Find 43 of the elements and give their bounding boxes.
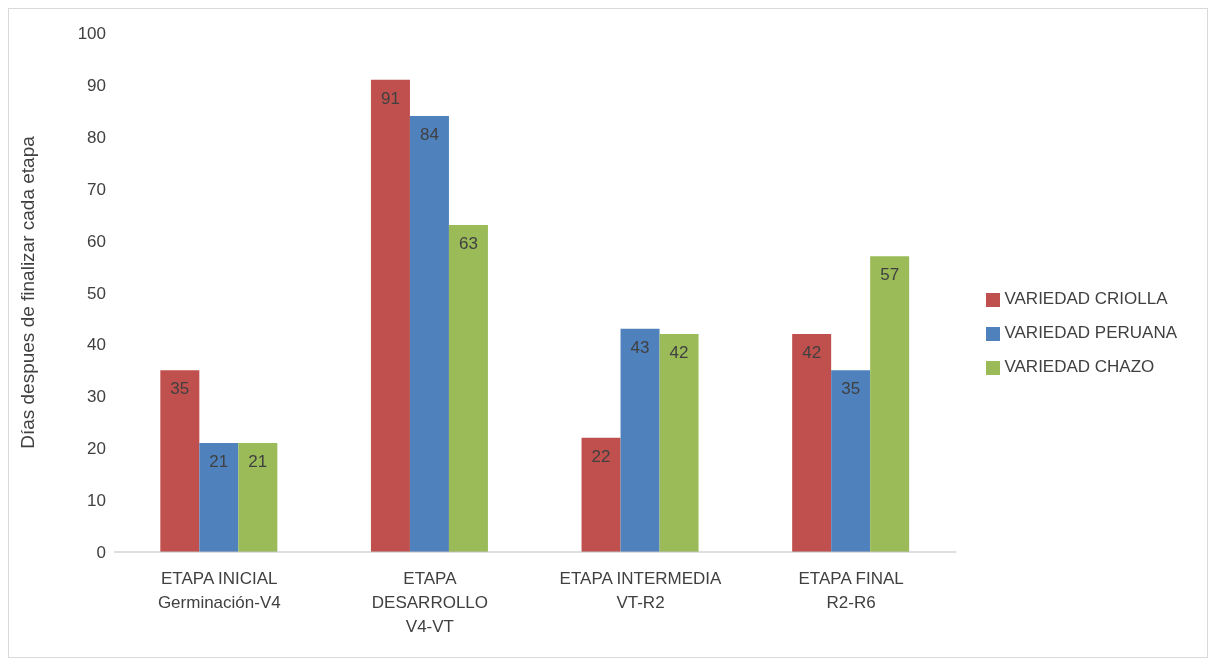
legend-label: VARIEDAD CHAZO [1004,357,1155,376]
data-label: 43 [630,337,650,357]
data-label: 22 [591,446,611,466]
y-tick-label: 0 [96,543,106,563]
y-axis-title: Días despues de finalizar cada etapa [16,135,38,449]
x-tick-label: ETAPA INTERMEDIA VT-R2 [559,569,723,612]
data-label: 91 [380,88,400,108]
y-tick-label: 100 [77,24,106,44]
bar [448,225,488,552]
bar [370,79,410,552]
y-tick-label: 70 [87,179,106,199]
y-tick-label: 30 [87,387,106,407]
y-tick-label: 40 [87,335,106,355]
y-tick-label: 90 [87,75,106,95]
data-label: 63 [458,234,478,254]
bar [199,443,239,552]
bar [620,328,660,552]
data-label: 57 [880,265,900,285]
data-label: 21 [248,452,268,472]
bar [581,437,621,552]
x-tick-label: ETAPA DESARROLLO V4-VT [371,569,489,636]
y-tick-label: 50 [87,283,106,303]
x-tick-label: ETAPA FINAL R2-R6 [798,569,904,612]
y-tick-label: 80 [87,127,106,147]
data-label: 35 [841,379,861,399]
y-tick-label: 20 [87,439,106,459]
bar [870,256,910,552]
legend-label: VARIEDAD CRIOLLA [1004,289,1168,308]
data-label: 35 [170,379,190,399]
x-tick-label: ETAPA INICIAL Germinación-V4 [157,569,281,612]
legend-label: VARIEDAD PERUANA [1004,323,1177,342]
bar [792,334,832,552]
y-tick-label: 60 [87,231,106,251]
data-label: 42 [802,343,822,363]
data-label: 84 [419,125,439,145]
data-label: 21 [209,452,229,472]
bar [409,116,449,552]
bar [160,370,200,552]
data-label: 42 [669,343,689,363]
y-tick-label: 10 [87,491,106,511]
bar [238,443,278,552]
bar [659,334,699,552]
bar [831,370,871,552]
